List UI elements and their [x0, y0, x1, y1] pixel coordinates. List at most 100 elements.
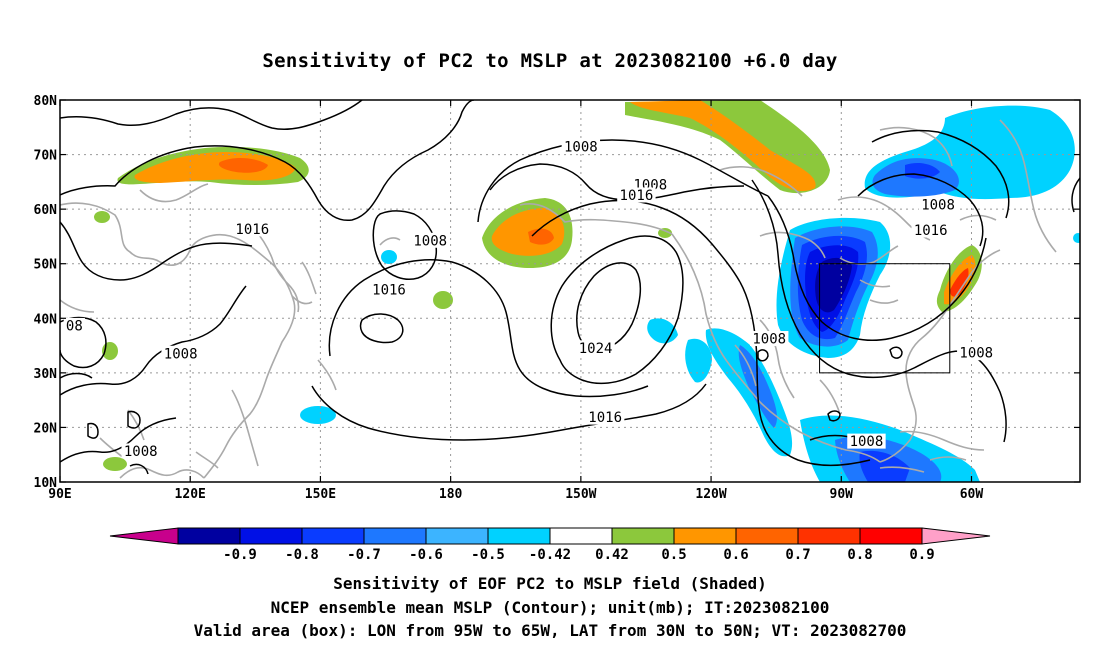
caption-shaded: Sensitivity of EOF PC2 to MSLP field (Sh…	[333, 574, 767, 593]
contour-label: 08	[66, 318, 83, 334]
contour-label: 1024	[579, 341, 613, 357]
x-tick-label: 90W	[830, 487, 854, 502]
shade-positive-region	[630, 100, 816, 192]
shade-positive-patch	[103, 457, 127, 471]
contour-label-bg	[617, 187, 656, 203]
colorbar-swatch	[425, 527, 489, 545]
contour-label: 1008	[124, 444, 158, 460]
shade-negative-region	[859, 450, 910, 482]
contour-label: 1008	[752, 332, 786, 348]
x-axis: 90E 120E 150E 180 150W 120W 90W 60W	[48, 100, 983, 502]
contour-labels: 1008 1008 1016 1008 1016 1016 1008 1016 08 1008 10…	[63, 138, 996, 460]
colorbar-level-label: -0.6	[409, 547, 443, 563]
contour-label-bg	[121, 443, 160, 459]
contour-label: 1008	[564, 139, 598, 155]
y-tick-label: 50N	[34, 258, 58, 273]
shade-positive-region	[134, 152, 296, 183]
map-title: Sensitivity of PC2 to MSLP at 2023082100…	[262, 50, 838, 72]
colorbar-swatch	[797, 527, 861, 545]
shade-negative-region	[705, 328, 793, 457]
contour-label-bg	[411, 232, 450, 248]
plot-area: 1008 1008 1016 1008 1016 1016 1008 1016 08 1008 10…	[60, 100, 1080, 482]
contour-label: 1008	[850, 434, 884, 450]
caption-contour: NCEP ensemble mean MSLP (Contour); unit(…	[270, 598, 830, 617]
x-tick-label: 150E	[305, 487, 336, 502]
x-tick-label: 150W	[565, 487, 596, 502]
colorbar: -0.9 -0.8 -0.7 -0.6 -0.5 -0.42 0.42 0.5 0.6 0.7 0.…	[109, 527, 991, 563]
shade-negative-patch	[1073, 233, 1080, 243]
colorbar-swatch	[239, 527, 303, 545]
shade-negative-region	[815, 257, 852, 313]
colorbar-swatch	[673, 527, 737, 545]
shade-positive-patch	[94, 211, 110, 223]
colorbar-level-label: 0.6	[723, 547, 748, 563]
x-tick-label: 60W	[960, 487, 984, 502]
contour-label: 1016	[372, 282, 406, 298]
contour-label-bg	[750, 331, 789, 347]
colorbar-level-label: 0.9	[909, 547, 934, 563]
y-tick-label: 80N	[34, 94, 58, 109]
contour-label: 1016	[235, 222, 269, 238]
colorbar-level-label: -0.8	[285, 547, 319, 563]
colorbar-min-triangle	[109, 527, 179, 545]
x-tick-label: 120W	[695, 487, 726, 502]
colorbar-swatch	[735, 527, 799, 545]
colorbar-level-label: -0.7	[347, 547, 381, 563]
contour-label: 1016	[914, 223, 948, 239]
y-tick-label: 10N	[34, 476, 58, 491]
y-axis: 10N 20N 30N 40N 50N 60N 70N 80N	[34, 94, 1080, 491]
colorbar-swatch	[859, 527, 923, 545]
contour-label-bg	[369, 281, 409, 297]
contour-label-bg	[918, 196, 958, 212]
colorbar-swatch	[301, 527, 365, 545]
coastlines	[60, 119, 1057, 479]
x-tick-label: 180	[439, 487, 463, 502]
mslp-contours	[60, 100, 1080, 475]
x-tick-label: 90E	[48, 487, 71, 502]
x-tick-label: 120E	[175, 487, 206, 502]
colorbar-level-label: 0.42	[595, 547, 629, 563]
contour-label-bg	[847, 433, 886, 449]
y-tick-label: 70N	[34, 149, 58, 164]
contour-label: 1008	[413, 233, 447, 249]
shade-positive-patch	[658, 228, 672, 238]
colorbar-swatch	[363, 527, 427, 545]
colorbar-level-label: 0.8	[847, 547, 872, 563]
colorbar-swatch	[549, 527, 613, 545]
contour-label-bg	[561, 138, 601, 154]
contour-label: 1016	[620, 188, 654, 204]
contour-label: 1016	[588, 410, 622, 426]
contour-label-bg	[957, 345, 996, 361]
contour-label: 1008	[959, 346, 993, 362]
y-tick-label: 20N	[34, 421, 58, 436]
contour-label-bg	[911, 222, 950, 238]
colorbar-level-label: 0.7	[785, 547, 810, 563]
contour-label-bg	[63, 317, 85, 333]
shade-negative-patch	[300, 406, 336, 424]
shade-negative-patch	[381, 250, 397, 264]
plot-frame	[59, 99, 1081, 483]
colorbar-level-label: -0.42	[529, 547, 571, 563]
colorbar-level-label: -0.9	[223, 547, 257, 563]
y-tick-label: 40N	[34, 312, 58, 327]
contour-label: 1008	[164, 346, 198, 362]
colorbar-max-triangle	[921, 527, 991, 545]
contour-label-bg	[585, 409, 625, 425]
shade-positive-region	[218, 158, 268, 173]
shade-positive-patch	[433, 291, 453, 309]
colorbar-swatch	[177, 527, 241, 545]
contour-label: 1008	[921, 197, 955, 213]
colorbar-level-label: 0.5	[661, 547, 686, 563]
colorbar-swatch	[487, 527, 551, 545]
contour-label-bg	[576, 340, 615, 356]
contour-label-bg	[233, 221, 272, 237]
colorbar-swatch	[611, 527, 675, 545]
y-tick-label: 60N	[34, 203, 58, 218]
caption-valid-area: Valid area (box): LON from 95W to 65W, L…	[193, 621, 907, 640]
contour-label-bg	[161, 345, 200, 361]
shade-negative-region	[685, 338, 712, 383]
valid-area-box	[819, 263, 951, 374]
shade-positive-region	[950, 268, 969, 297]
y-tick-label: 30N	[34, 367, 58, 382]
